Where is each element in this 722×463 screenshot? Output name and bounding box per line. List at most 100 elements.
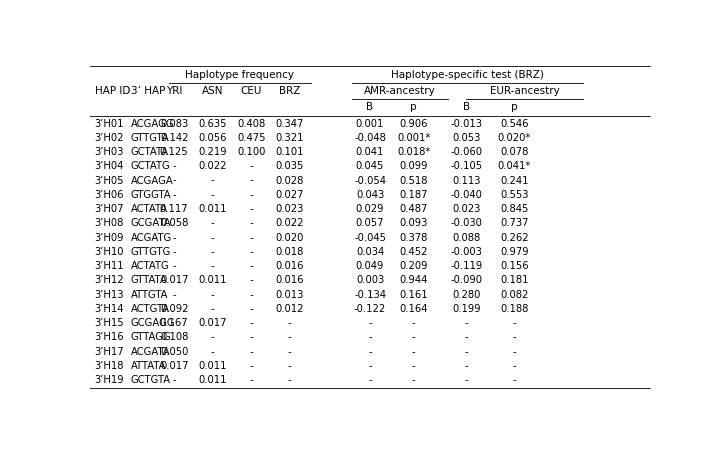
Text: ASN: ASN <box>201 87 223 96</box>
Text: 3’H19: 3’H19 <box>95 375 124 385</box>
Text: 0.016: 0.016 <box>275 275 304 285</box>
Text: 0.057: 0.057 <box>356 219 384 228</box>
Text: 0.475: 0.475 <box>237 133 266 143</box>
Text: 0.100: 0.100 <box>238 147 266 157</box>
Text: 0.209: 0.209 <box>399 261 428 271</box>
Text: 0.187: 0.187 <box>399 190 428 200</box>
Text: -0.119: -0.119 <box>450 261 482 271</box>
Text: ACTGTA: ACTGTA <box>131 304 170 314</box>
Text: 0.099: 0.099 <box>399 161 428 171</box>
Text: -: - <box>368 347 372 357</box>
Text: 0.635: 0.635 <box>198 119 227 129</box>
Text: GCGATA: GCGATA <box>131 219 171 228</box>
Text: 0.022: 0.022 <box>275 219 304 228</box>
Text: 0.518: 0.518 <box>399 175 428 186</box>
Text: -: - <box>464 361 468 371</box>
Text: 0.018: 0.018 <box>275 247 304 257</box>
Text: 0.017: 0.017 <box>160 275 188 285</box>
Text: 0.020: 0.020 <box>275 232 304 243</box>
Text: -: - <box>287 318 291 328</box>
Text: ACTATG: ACTATG <box>131 261 169 271</box>
Text: p: p <box>410 102 417 113</box>
Text: -0.105: -0.105 <box>451 161 482 171</box>
Text: 0.027: 0.027 <box>275 190 304 200</box>
Text: -: - <box>250 375 253 385</box>
Text: -: - <box>210 175 214 186</box>
Text: GTTATA: GTTATA <box>131 275 168 285</box>
Text: 0.001: 0.001 <box>356 119 384 129</box>
Text: -: - <box>210 219 214 228</box>
Text: -: - <box>250 304 253 314</box>
Text: 0.050: 0.050 <box>160 347 188 357</box>
Text: -: - <box>250 204 253 214</box>
Text: GTTGTG: GTTGTG <box>131 247 171 257</box>
Text: HAP ID: HAP ID <box>95 87 130 96</box>
Text: -: - <box>412 318 415 328</box>
Text: ACTATA: ACTATA <box>131 204 168 214</box>
Text: 0.101: 0.101 <box>275 147 304 157</box>
Text: 0.018*: 0.018* <box>397 147 430 157</box>
Text: GCGAGG: GCGAGG <box>131 318 175 328</box>
Text: 0.083: 0.083 <box>160 119 188 129</box>
Text: -: - <box>513 361 516 371</box>
Text: 0.167: 0.167 <box>160 318 188 328</box>
Text: 3’ HAP: 3’ HAP <box>131 87 165 96</box>
Text: 0.092: 0.092 <box>160 304 188 314</box>
Text: -: - <box>173 175 176 186</box>
Text: 0.020*: 0.020* <box>497 133 531 143</box>
Text: 0.088: 0.088 <box>452 232 480 243</box>
Text: 0.241: 0.241 <box>500 175 529 186</box>
Text: 0.280: 0.280 <box>452 290 480 300</box>
Text: -: - <box>250 219 253 228</box>
Text: -: - <box>368 375 372 385</box>
Text: 0.108: 0.108 <box>160 332 188 343</box>
Text: 0.012: 0.012 <box>275 304 304 314</box>
Text: -: - <box>210 261 214 271</box>
Text: 3’H03: 3’H03 <box>95 147 124 157</box>
Text: 0.546: 0.546 <box>500 119 529 129</box>
Text: B: B <box>367 102 373 113</box>
Text: -: - <box>464 318 468 328</box>
Text: -: - <box>250 332 253 343</box>
Text: -: - <box>250 275 253 285</box>
Text: -: - <box>173 190 176 200</box>
Text: -: - <box>412 347 415 357</box>
Text: 3’H08: 3’H08 <box>95 219 124 228</box>
Text: 0.049: 0.049 <box>356 261 384 271</box>
Text: 0.013: 0.013 <box>275 290 304 300</box>
Text: GTTAGG: GTTAGG <box>131 332 171 343</box>
Text: -: - <box>250 190 253 200</box>
Text: 0.028: 0.028 <box>275 175 304 186</box>
Text: GCTATA: GCTATA <box>131 147 169 157</box>
Text: 0.041*: 0.041* <box>497 161 531 171</box>
Text: -0.060: -0.060 <box>451 147 482 157</box>
Text: -: - <box>210 190 214 200</box>
Text: -: - <box>464 347 468 357</box>
Text: -0.090: -0.090 <box>451 275 482 285</box>
Text: -: - <box>287 361 291 371</box>
Text: 0.058: 0.058 <box>160 219 188 228</box>
Text: -: - <box>210 247 214 257</box>
Text: Haplotype-specific test (BRZ): Haplotype-specific test (BRZ) <box>391 70 544 81</box>
Text: 3’H01: 3’H01 <box>95 119 124 129</box>
Text: -: - <box>513 347 516 357</box>
Text: -: - <box>210 304 214 314</box>
Text: -: - <box>368 361 372 371</box>
Text: 0.181: 0.181 <box>500 275 529 285</box>
Text: -: - <box>287 347 291 357</box>
Text: -: - <box>412 375 415 385</box>
Text: -: - <box>210 232 214 243</box>
Text: YRI: YRI <box>166 87 183 96</box>
Text: -: - <box>250 318 253 328</box>
Text: -0.013: -0.013 <box>451 119 482 129</box>
Text: 3’H06: 3’H06 <box>95 190 124 200</box>
Text: GCTGTA: GCTGTA <box>131 375 170 385</box>
Text: 0.164: 0.164 <box>399 304 428 314</box>
Text: 0.016: 0.016 <box>275 261 304 271</box>
Text: 3’H09: 3’H09 <box>95 232 124 243</box>
Text: B: B <box>463 102 470 113</box>
Text: GTGGTA: GTGGTA <box>131 190 171 200</box>
Text: -: - <box>513 318 516 328</box>
Text: 0.188: 0.188 <box>500 304 529 314</box>
Text: GTTGTA: GTTGTA <box>131 133 169 143</box>
